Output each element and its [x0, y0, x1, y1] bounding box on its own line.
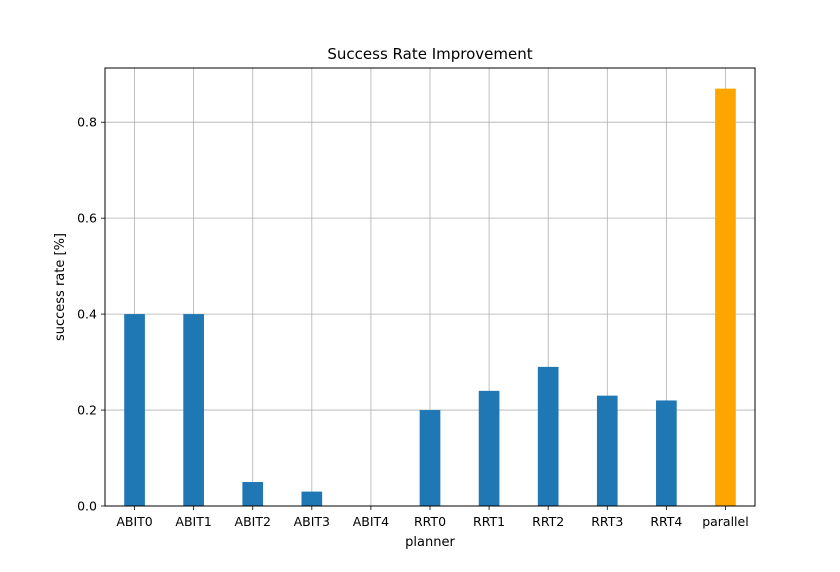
x-tick-label: RRT3 — [591, 514, 623, 529]
x-tick-label: ABIT2 — [235, 514, 271, 529]
x-tick-label: parallel — [702, 514, 749, 529]
bar-rrt0 — [419, 410, 441, 506]
x-tick-label: ABIT1 — [175, 514, 211, 529]
bar-rrt1 — [478, 390, 500, 506]
bar-rrt2 — [537, 366, 559, 506]
bar-abit3 — [301, 491, 323, 506]
bar-abit1 — [183, 314, 204, 506]
bar-rrt3 — [596, 395, 618, 506]
y-tick-label: 0.2 — [77, 403, 97, 418]
bar-abit0 — [124, 314, 145, 506]
chart-title: Success Rate Improvement — [327, 45, 532, 63]
ticks: 0.0 0.2 0.4 0.6 0.8 ABIT0 ABIT1 ABIT2 ABIT3 ABIT4… — [77, 115, 749, 529]
bar-rrt4 — [656, 400, 677, 506]
y-tick-label: 0.0 — [77, 499, 97, 514]
y-tick-label: 0.8 — [77, 115, 97, 130]
x-tick-label: ABIT0 — [116, 514, 152, 529]
x-tick-label: RRT1 — [473, 514, 505, 529]
bar-parallel — [715, 88, 736, 507]
x-tick-label: RRT2 — [532, 514, 564, 529]
y-tick-label: 0.4 — [77, 307, 97, 322]
bars — [124, 88, 736, 507]
x-tick-label: RRT0 — [414, 514, 446, 529]
y-axis-label: success rate [%] — [53, 233, 68, 341]
x-tick-label: ABIT4 — [353, 514, 389, 529]
x-tick-label: RRT4 — [650, 514, 682, 529]
x-tick-label: ABIT3 — [294, 514, 330, 529]
x-axis-label: planner — [405, 535, 455, 550]
bar-abit2 — [242, 482, 264, 506]
y-tick-label: 0.6 — [77, 211, 97, 226]
